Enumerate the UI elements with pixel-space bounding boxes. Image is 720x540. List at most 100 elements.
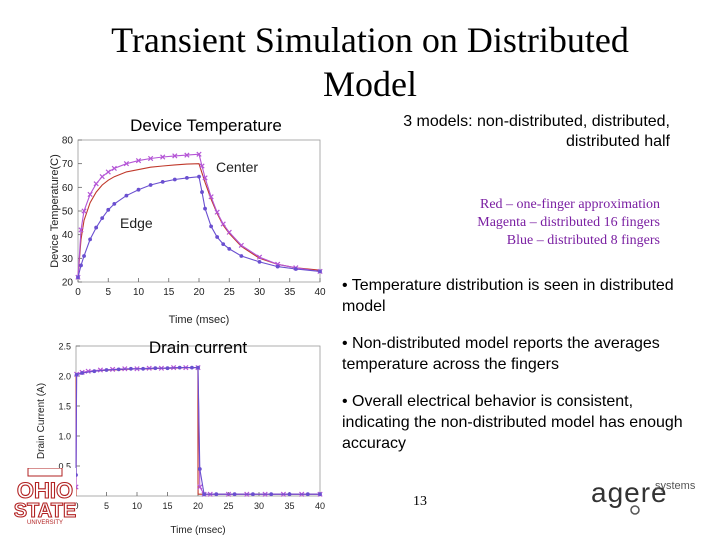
x-tick-label: 30 bbox=[254, 287, 266, 298]
data-point-blue bbox=[116, 367, 121, 372]
bullet-item: • Temperature distribution is seen in di… bbox=[342, 277, 674, 315]
data-point-magenta bbox=[214, 209, 220, 215]
data-point-blue bbox=[106, 207, 111, 212]
y-tick-label: 40 bbox=[62, 230, 74, 241]
chart-annotation: Edge bbox=[120, 215, 153, 231]
data-point-blue bbox=[94, 225, 99, 230]
y-axis-label: Device Temperature(C) bbox=[49, 154, 61, 268]
models-note: 3 models: non-distributed, distributed, … bbox=[403, 113, 670, 150]
model-legend: Red – one-finger approximation Magenta –… bbox=[330, 196, 660, 250]
data-point-magenta bbox=[199, 163, 205, 169]
data-point-blue bbox=[215, 235, 220, 239]
x-tick-label: 35 bbox=[284, 501, 294, 511]
y-axis-label: Drain Current (A) bbox=[36, 383, 47, 459]
data-point-magenta bbox=[184, 152, 190, 158]
data-point-magenta bbox=[196, 151, 202, 157]
data-point-blue bbox=[92, 369, 97, 374]
x-tick-label: 5 bbox=[104, 501, 109, 511]
data-point-blue bbox=[197, 467, 202, 471]
data-point-magenta bbox=[202, 175, 208, 181]
data-point-magenta bbox=[256, 254, 263, 260]
data-point-blue bbox=[203, 206, 207, 211]
data-point-blue bbox=[104, 368, 109, 372]
data-point-blue bbox=[293, 267, 298, 271]
data-point-magenta bbox=[220, 221, 226, 227]
data-point-blue bbox=[82, 254, 86, 258]
x-tick-label: 25 bbox=[224, 287, 236, 298]
bullet-item: • Overall electrical behavior is consist… bbox=[342, 393, 683, 452]
data-point-blue bbox=[129, 366, 133, 371]
data-point-blue bbox=[136, 187, 141, 192]
data-point-magenta bbox=[208, 194, 214, 200]
data-point-magenta bbox=[160, 154, 166, 160]
svg-text:agere: agere bbox=[591, 477, 668, 508]
x-tick-label: 35 bbox=[284, 287, 296, 298]
data-point-blue bbox=[185, 175, 189, 180]
data-point-blue bbox=[80, 371, 84, 375]
data-point-blue bbox=[239, 254, 244, 258]
data-point-blue bbox=[100, 216, 105, 221]
data-point-magenta bbox=[99, 174, 105, 180]
y-tick-label: 30 bbox=[62, 254, 74, 265]
data-point-blue bbox=[153, 366, 158, 371]
data-point-blue bbox=[251, 492, 255, 497]
data-point-blue bbox=[318, 269, 322, 274]
data-point-magenta bbox=[123, 161, 130, 167]
data-point-blue bbox=[148, 183, 153, 187]
svg-text:UNIVERSITY: UNIVERSITY bbox=[27, 520, 63, 526]
x-axis-label: Time (msec) bbox=[169, 314, 230, 326]
x-tick-label: 0 bbox=[73, 501, 78, 511]
data-point-blue bbox=[257, 259, 262, 264]
data-point-blue bbox=[269, 492, 274, 497]
data-point-blue bbox=[196, 365, 200, 370]
x-tick-label: 20 bbox=[193, 501, 203, 511]
chart-title: Drain current bbox=[149, 338, 248, 357]
legend-red: Red – one-finger approximation bbox=[479, 197, 660, 212]
x-axis-label: Time (msec) bbox=[170, 525, 225, 536]
y-tick-label: 2.0 bbox=[58, 372, 71, 382]
data-point-magenta bbox=[238, 242, 244, 248]
y-tick-label: 1.5 bbox=[58, 402, 71, 412]
y-tick-label: 60 bbox=[62, 183, 74, 194]
page-number: 13 bbox=[413, 494, 427, 509]
data-point-blue bbox=[79, 263, 83, 268]
agere-systems-logo: agere systems bbox=[591, 477, 696, 515]
y-tick-label: 20 bbox=[62, 278, 74, 289]
x-tick-label: 40 bbox=[315, 501, 325, 511]
y-tick-label: 80 bbox=[62, 136, 74, 147]
data-point-blue bbox=[177, 365, 182, 370]
data-point-magenta bbox=[78, 227, 84, 233]
x-tick-label: 10 bbox=[133, 287, 145, 298]
data-point-blue bbox=[214, 492, 219, 497]
data-point-blue bbox=[318, 492, 322, 497]
y-tick-label: 2.5 bbox=[58, 342, 71, 352]
series-line-red bbox=[77, 163, 321, 278]
data-point-blue bbox=[221, 242, 226, 247]
x-tick-label: 10 bbox=[132, 501, 142, 511]
x-tick-label: 15 bbox=[163, 287, 175, 298]
chart-title: Device Temperature bbox=[130, 116, 282, 135]
x-tick-label: 40 bbox=[314, 287, 326, 298]
svg-text:OHIO: OHIO bbox=[17, 478, 73, 503]
data-point-blue bbox=[232, 492, 237, 497]
svg-text:STATE: STATE bbox=[14, 500, 76, 522]
data-point-magenta bbox=[87, 191, 93, 198]
data-point-magenta bbox=[172, 153, 178, 159]
legend-magenta: Magenta – distributed 16 fingers bbox=[477, 215, 660, 230]
data-point-magenta bbox=[97, 367, 104, 373]
data-point-blue bbox=[112, 202, 117, 206]
ohio-state-logo: OHIO STATE UNIVERSITY bbox=[14, 468, 76, 526]
legend-blue: Blue – distributed 8 fingers bbox=[506, 233, 660, 248]
x-tick-label: 5 bbox=[105, 287, 111, 298]
data-point-blue bbox=[209, 224, 214, 229]
y-tick-label: 1.0 bbox=[58, 432, 71, 442]
data-point-blue bbox=[76, 275, 80, 280]
data-point-magenta bbox=[226, 229, 232, 235]
x-tick-label: 15 bbox=[162, 501, 172, 511]
data-point-magenta bbox=[197, 484, 203, 490]
x-tick-label: 25 bbox=[223, 501, 233, 511]
chart-annotation: Center bbox=[216, 159, 258, 175]
x-tick-label: 0 bbox=[75, 287, 81, 298]
series-line-blue bbox=[75, 367, 320, 495]
data-point-blue bbox=[287, 492, 292, 497]
